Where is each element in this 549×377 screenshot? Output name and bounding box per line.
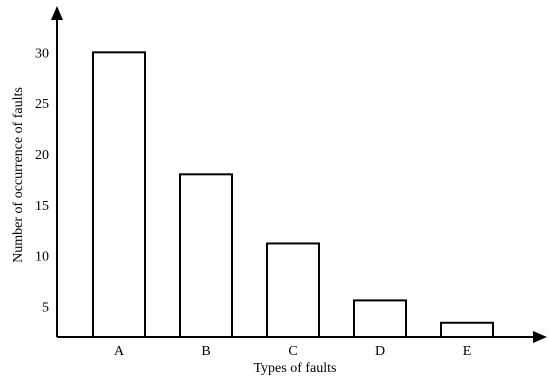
x-tick-label-b: B <box>201 344 210 359</box>
bar-a <box>92 51 146 338</box>
y-tick-label-15: 15 <box>35 199 49 214</box>
x-tick-label-c: C <box>288 344 297 359</box>
y-tick-label-20: 20 <box>35 148 49 163</box>
y-tick-label-5: 5 <box>42 301 49 316</box>
x-tick-label-e: E <box>463 344 472 359</box>
y-tick-label-30: 30 <box>35 46 49 61</box>
y-tick-label-25: 25 <box>35 97 49 112</box>
bars-group <box>92 51 494 338</box>
y-tick-label-10: 10 <box>35 250 49 265</box>
bar-d <box>353 299 407 338</box>
axes-group <box>51 6 547 343</box>
x-labels-group: A B C D E <box>114 344 471 359</box>
x-tick-label-a: A <box>114 344 125 359</box>
bar-b <box>179 173 233 338</box>
x-axis-arrow <box>533 331 547 343</box>
y-axis-title: Number of occurrence of faults <box>11 87 26 263</box>
y-axis-arrow <box>51 6 63 20</box>
x-axis-title: Types of faults <box>253 361 336 376</box>
y-ticks-group: 5 10 15 20 25 30 <box>35 46 49 315</box>
x-tick-label-d: D <box>375 344 385 359</box>
bar-e <box>440 321 494 338</box>
bar-c <box>266 242 320 338</box>
